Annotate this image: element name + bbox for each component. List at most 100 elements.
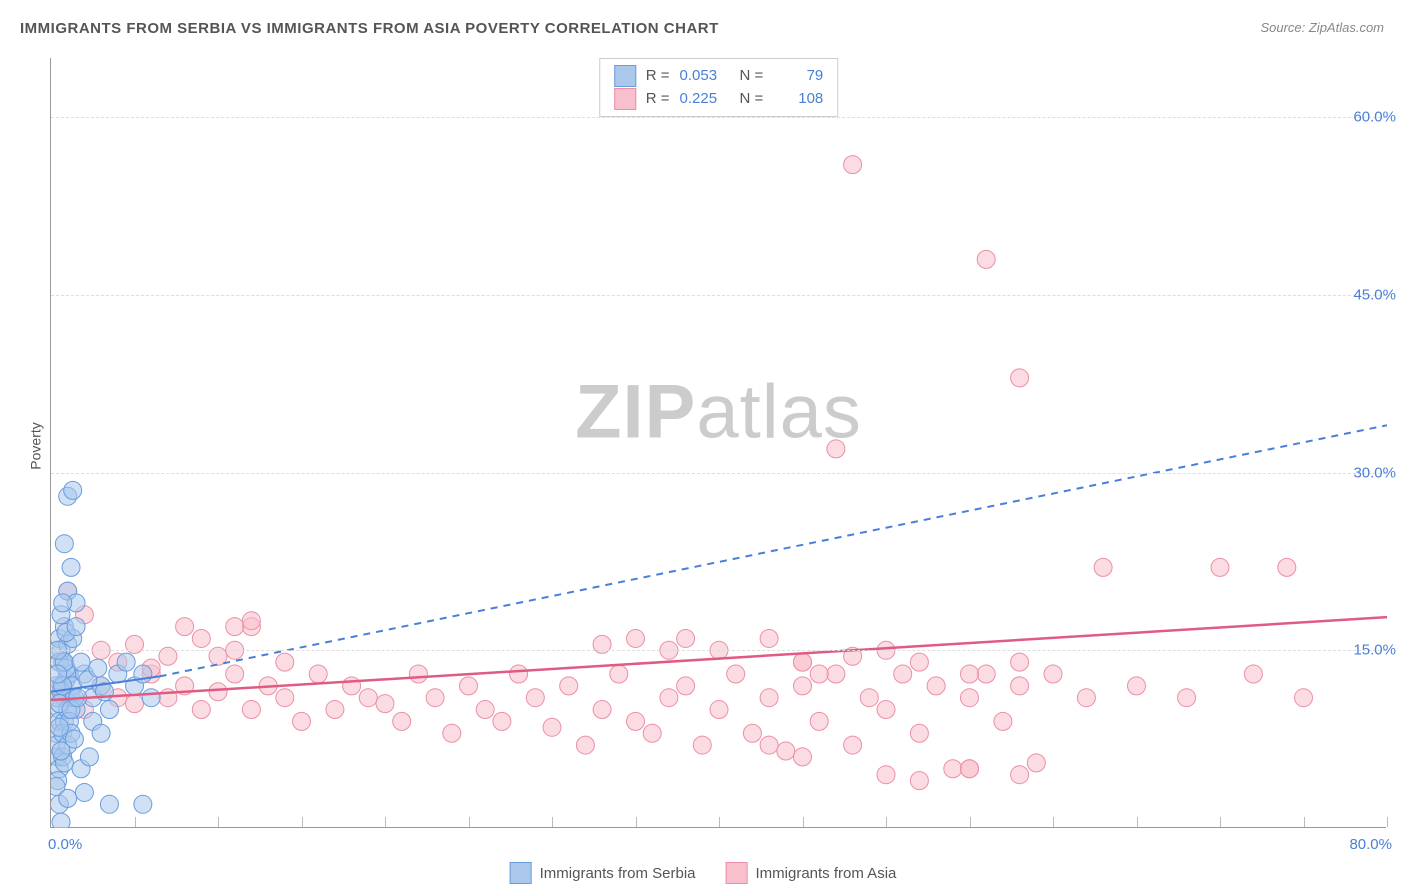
data-point — [844, 156, 862, 174]
data-point — [643, 724, 661, 742]
data-point — [64, 677, 82, 695]
source-attribution: Source: ZipAtlas.com — [1260, 20, 1384, 35]
data-point — [51, 718, 68, 736]
data-point — [59, 701, 77, 719]
data-point — [54, 677, 72, 695]
data-point — [134, 795, 152, 813]
data-point — [142, 659, 160, 677]
data-point — [443, 724, 461, 742]
data-point — [84, 689, 102, 707]
data-point — [51, 712, 68, 730]
data-point — [62, 724, 80, 742]
data-point — [55, 535, 73, 553]
data-point — [961, 689, 979, 707]
x-tick-label-min: 0.0% — [48, 836, 82, 853]
data-point — [977, 665, 995, 683]
data-point — [51, 629, 68, 647]
data-point — [92, 677, 110, 695]
x-tick — [636, 817, 637, 827]
data-point — [75, 783, 93, 801]
data-point — [944, 760, 962, 778]
data-point — [126, 677, 144, 695]
data-point — [226, 665, 244, 683]
data-point — [100, 795, 118, 813]
x-tick — [803, 817, 804, 827]
data-point — [79, 671, 97, 689]
data-point — [51, 701, 68, 719]
data-point — [51, 736, 65, 754]
legend-swatch-asia-icon — [726, 862, 748, 884]
data-point — [52, 677, 70, 695]
data-point — [192, 629, 210, 647]
data-point — [376, 695, 394, 713]
data-point — [627, 712, 645, 730]
data-point — [159, 689, 177, 707]
data-point — [927, 677, 945, 695]
data-point — [810, 665, 828, 683]
data-point — [476, 701, 494, 719]
data-point — [359, 689, 377, 707]
data-point — [576, 736, 594, 754]
data-point — [393, 712, 411, 730]
data-point — [62, 701, 80, 719]
data-point — [59, 789, 77, 807]
x-tick — [218, 817, 219, 827]
legend-correlation: R = 0.053 N = 79 R = 0.225 N = 108 — [599, 58, 839, 117]
grid-line — [51, 295, 1386, 296]
legend-swatch-serbia-icon — [510, 862, 532, 884]
data-point — [55, 712, 73, 730]
data-point — [409, 665, 427, 683]
data-point — [526, 689, 544, 707]
data-point — [593, 701, 611, 719]
data-point — [67, 618, 85, 636]
x-tick — [552, 817, 553, 827]
data-point — [426, 689, 444, 707]
data-point — [560, 677, 578, 695]
legend-item-asia: Immigrants from Asia — [726, 862, 897, 884]
x-tick — [302, 817, 303, 827]
legend-row-asia: R = 0.225 N = 108 — [614, 88, 824, 111]
y-tick-label: 30.0% — [1353, 464, 1396, 481]
x-tick — [1053, 817, 1054, 827]
data-point — [326, 701, 344, 719]
data-point — [54, 724, 72, 742]
data-point — [51, 778, 65, 796]
data-point — [57, 659, 75, 677]
data-point — [1128, 677, 1146, 695]
data-point — [67, 701, 85, 719]
x-tick — [719, 817, 720, 827]
data-point — [1011, 369, 1029, 387]
data-point — [54, 594, 72, 612]
watermark: ZIPatlas — [575, 368, 862, 455]
data-point — [176, 618, 194, 636]
x-tick — [469, 817, 470, 827]
data-point — [242, 612, 260, 630]
data-point — [543, 718, 561, 736]
data-point — [877, 766, 895, 784]
data-point — [760, 689, 778, 707]
data-point — [693, 736, 711, 754]
trend-line — [160, 425, 1387, 676]
data-point — [126, 695, 144, 713]
data-point — [794, 677, 812, 695]
x-tick — [1304, 817, 1305, 827]
data-point — [51, 724, 65, 742]
data-point — [72, 653, 90, 671]
data-point — [51, 665, 67, 683]
data-point — [844, 736, 862, 754]
data-point — [1094, 558, 1112, 576]
y-tick-label: 15.0% — [1353, 642, 1396, 659]
data-point — [52, 742, 70, 760]
data-point — [1011, 677, 1029, 695]
data-point — [910, 772, 928, 790]
x-tick-label-max: 80.0% — [1349, 836, 1392, 853]
data-point — [69, 689, 87, 707]
data-point — [794, 653, 812, 671]
data-point — [894, 665, 912, 683]
data-point — [743, 724, 761, 742]
data-point — [52, 683, 70, 701]
data-point — [89, 659, 107, 677]
data-point — [259, 677, 277, 695]
data-point — [51, 748, 67, 766]
data-point — [827, 665, 845, 683]
